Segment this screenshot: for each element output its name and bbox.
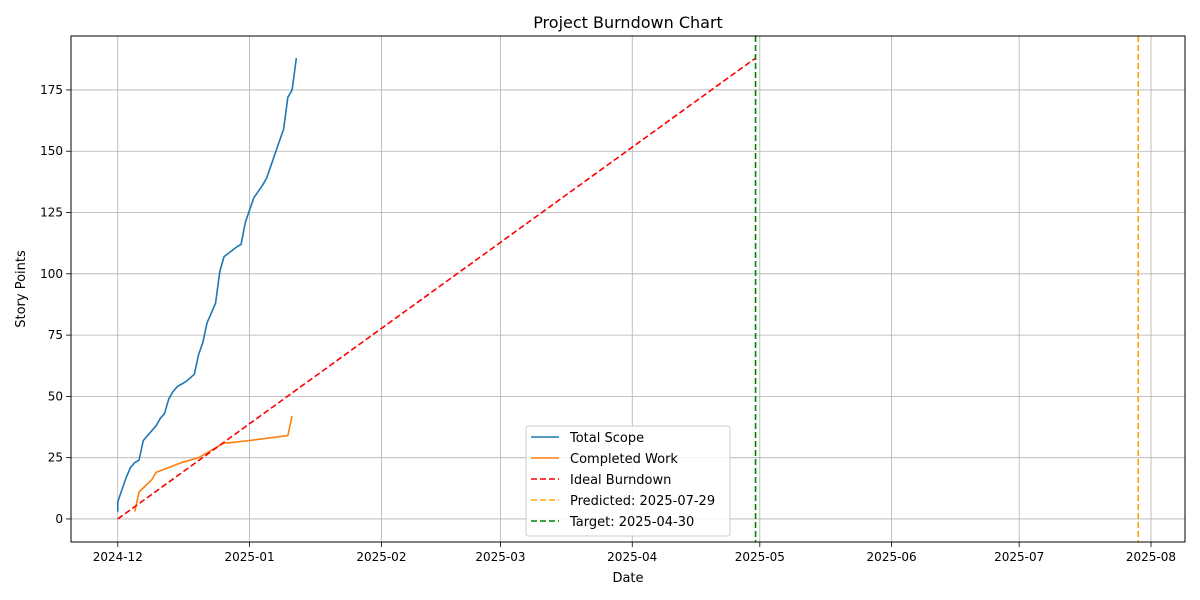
x-tick-label: 2025-06 [867,550,917,564]
x-tick-label: 2025-05 [735,550,785,564]
x-tick-label: 2025-01 [225,550,275,564]
y-axis-label: Story Points [14,250,29,328]
x-tick-label: 2025-04 [607,550,657,564]
legend-label-completed-work: Completed Work [570,452,678,467]
x-tick-label: 2025-02 [356,550,406,564]
x-tick-label: 2025-03 [475,550,525,564]
series-line-total-scope [116,57,298,512]
ticks: 2024-12 2025-01 2025-02 2025-03 2025-04 2025-… [40,83,1176,564]
y-tick-label: 150 [40,144,63,158]
x-tick-label: 2024-12 [93,550,143,564]
x-axis-label: Date [612,571,643,586]
y-tick-label: 125 [40,206,63,220]
legend-label-predicted-2025-07-29: Predicted: 2025-07-29 [570,494,715,509]
series-line-ideal-burndown [117,57,757,520]
y-tick-label: 25 [48,451,63,465]
plot-frame [70,35,1186,543]
series-line-completed-work [133,415,293,512]
y-tick-label: 75 [48,328,63,342]
y-tick-label: 0 [55,512,63,526]
series-layer [116,36,1140,542]
y-tick-label: 100 [40,267,63,281]
legend-box [525,425,731,537]
legend-label-target-2025-04-30: Target: 2025-04-30 [569,515,694,530]
y-tick-label: 175 [40,83,63,97]
y-tick-label: 50 [48,389,63,403]
x-tick-label: 2025-07 [994,550,1044,564]
x-tick-label: 2025-08 [1126,550,1176,564]
legend-label-total-scope: Total Scope [569,431,644,446]
legend-label-ideal-burndown: Ideal Burndown [570,473,671,488]
chart-title: Project Burndown Chart [533,13,723,32]
legend: Total Scope Completed Work Ideal Burndown P… [525,425,731,537]
